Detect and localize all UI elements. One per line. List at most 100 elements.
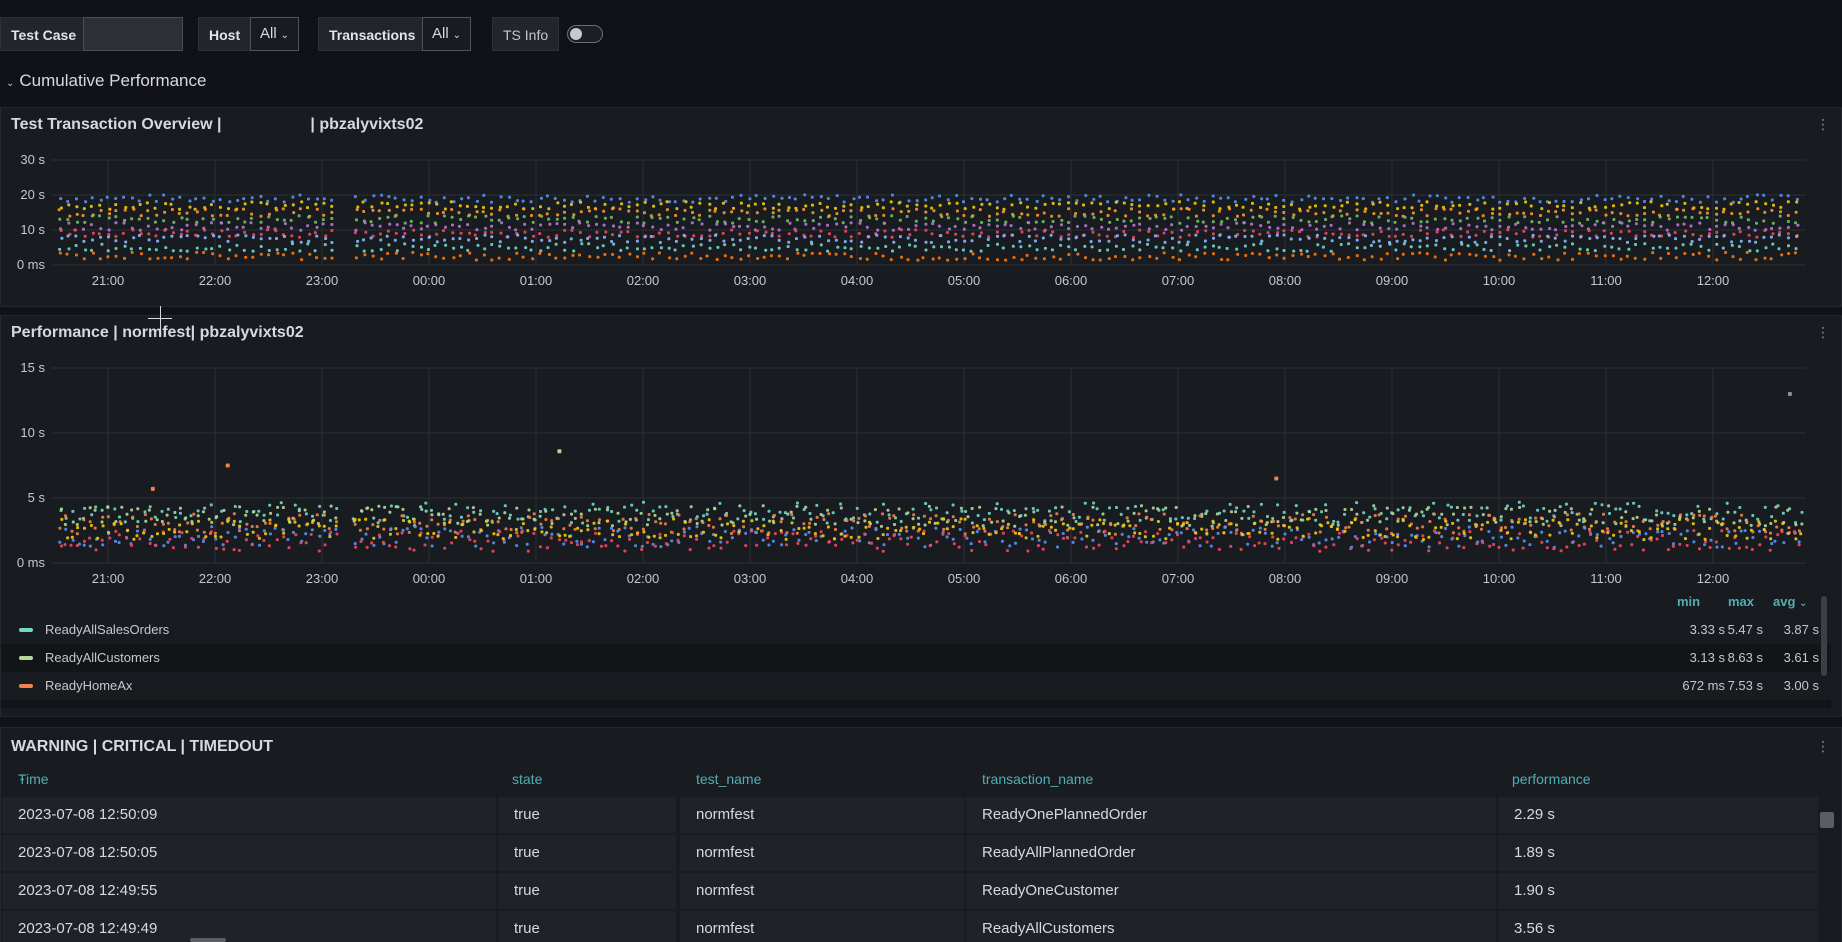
data-point — [1792, 530, 1796, 534]
table-row[interactable]: 2023-07-08 12:49:55 true normfest ReadyOneC… — [0, 873, 1820, 911]
host-select[interactable]: All ⌄ — [250, 17, 300, 51]
legend-item[interactable]: ReadyAllSalesOrders 3.33 s 5.47 s 3.87 s — [1, 616, 1831, 644]
data-point — [268, 503, 272, 507]
data-point — [381, 540, 385, 544]
data-point — [138, 537, 142, 541]
data-point — [91, 238, 94, 242]
data-point — [1499, 518, 1503, 522]
transactions-select[interactable]: All ⌄ — [422, 17, 472, 51]
data-point — [580, 540, 583, 544]
data-point — [1098, 518, 1102, 522]
table-scrollbar[interactable] — [1820, 812, 1834, 828]
data-point — [419, 233, 423, 237]
data-point — [1394, 214, 1398, 217]
data-point — [1722, 234, 1726, 238]
test-case-input[interactable] — [83, 17, 183, 51]
data-point — [1415, 526, 1419, 530]
data-point — [83, 220, 87, 224]
data-point — [834, 238, 838, 242]
legend-item[interactable]: ReadyHomeAx 672 ms 7.53 s 3.00 s — [1, 672, 1831, 700]
data-point — [148, 193, 152, 197]
panel-menu-icon[interactable]: ⋮ — [1816, 738, 1830, 754]
data-point — [1187, 540, 1191, 544]
data-point — [82, 257, 86, 261]
table-row[interactable]: 2023-07-08 12:50:09 true normfest ReadyOneP… — [0, 797, 1820, 835]
data-point — [1321, 245, 1325, 249]
data-point — [681, 226, 685, 230]
data-point — [196, 234, 200, 238]
data-point — [1542, 507, 1546, 510]
data-point — [1440, 512, 1444, 516]
table-row[interactable]: 2023-07-08 12:50:05 true normfest ReadyAllP… — [0, 835, 1820, 873]
data-point — [1248, 535, 1252, 539]
data-point — [722, 211, 726, 215]
col-header-transaction-name[interactable]: transaction_name — [982, 771, 1094, 787]
data-point — [1658, 215, 1662, 219]
row-cumulative-performance[interactable]: ⌄ Cumulative Performance — [6, 71, 206, 91]
panel-menu-icon[interactable]: ⋮ — [1816, 116, 1830, 132]
legend-header-min[interactable]: min — [1677, 594, 1701, 609]
data-point — [483, 231, 487, 234]
data-point — [1332, 519, 1336, 523]
col-header-performance[interactable]: performance — [1512, 771, 1591, 787]
data-point — [1290, 200, 1294, 204]
data-point — [1329, 249, 1333, 253]
data-point — [165, 513, 169, 517]
table-row[interactable]: 2023-07-08 12:49:49 true normfest ReadyAllC… — [0, 911, 1820, 942]
data-point — [132, 236, 136, 240]
panel-menu-icon[interactable]: ⋮ — [1816, 324, 1830, 340]
col-header-state[interactable]: state — [512, 771, 543, 787]
data-point — [1077, 515, 1081, 519]
data-point — [893, 523, 896, 526]
legend-scrollbar[interactable] — [1821, 596, 1827, 676]
data-point — [201, 540, 205, 543]
data-point — [377, 533, 381, 537]
ts-info-toggle[interactable] — [567, 25, 603, 43]
performance-panel-title[interactable]: Performance | normfest| pbzalyvixts02 — [11, 324, 304, 341]
data-point — [170, 226, 174, 230]
data-point — [1347, 242, 1351, 246]
data-point — [1061, 522, 1065, 526]
data-point — [83, 234, 87, 238]
data-point — [573, 509, 577, 513]
alerts-panel-title[interactable]: WARNING | CRITICAL | TIMEDOUT — [11, 738, 273, 755]
data-point — [1290, 528, 1293, 532]
legend-header-avg[interactable]: avg ⌄ — [1773, 594, 1807, 614]
data-point — [1266, 515, 1269, 518]
cell-test-name: normfest — [680, 873, 964, 909]
data-point — [1487, 530, 1491, 533]
data-point — [1463, 506, 1467, 510]
data-point — [1720, 545, 1724, 549]
col-header-test-name[interactable]: test_name — [696, 771, 762, 787]
data-point — [75, 523, 79, 526]
data-point — [976, 514, 980, 517]
data-point — [1546, 234, 1550, 238]
data-point — [1746, 202, 1750, 206]
data-point — [395, 249, 399, 253]
data-point — [937, 256, 941, 260]
data-point — [154, 234, 158, 238]
data-point — [646, 541, 649, 544]
data-point — [636, 255, 639, 259]
data-point — [833, 522, 837, 526]
data-point — [849, 209, 853, 213]
overview-panel-title[interactable]: Test Transaction Overview | | pbzalyvixt… — [11, 116, 423, 134]
overview-title-host: | pbzalyvixts02 — [310, 116, 424, 133]
data-point — [1634, 234, 1638, 238]
legend-header-max[interactable]: max — [1728, 594, 1755, 609]
overview-panel: Test Transaction Overview | | pbzalyvixt… — [0, 107, 1842, 307]
data-point — [1651, 246, 1655, 250]
data-point — [155, 518, 159, 522]
legend-item[interactable]: ReadyAllCustomers 3.13 s 8.63 s 3.61 s — [1, 644, 1831, 672]
table-h-scrollbar[interactable] — [190, 938, 226, 942]
data-point — [322, 510, 326, 514]
data-point — [550, 519, 554, 523]
data-point — [1498, 235, 1502, 239]
data-point — [1561, 208, 1565, 212]
data-point — [1410, 206, 1414, 210]
data-point — [357, 518, 361, 522]
data-point — [1713, 514, 1717, 518]
data-point — [529, 200, 533, 204]
